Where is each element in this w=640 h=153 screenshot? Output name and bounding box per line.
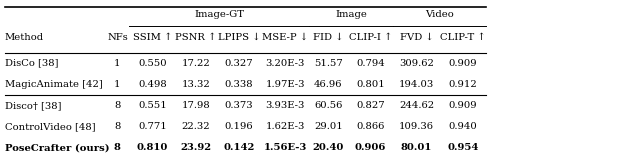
Text: 60.56: 60.56 (314, 101, 342, 110)
Text: SSIM ↑: SSIM ↑ (132, 33, 172, 42)
Text: 194.03: 194.03 (399, 80, 434, 89)
Text: 13.32: 13.32 (182, 80, 211, 89)
Text: 3.93E-3: 3.93E-3 (266, 101, 305, 110)
Text: 29.01: 29.01 (314, 122, 342, 131)
Text: 1: 1 (114, 59, 120, 68)
Text: 1.62E-3: 1.62E-3 (266, 122, 305, 131)
Text: 0.909: 0.909 (449, 59, 477, 68)
Text: 0.550: 0.550 (138, 59, 167, 68)
Text: PoseCrafter (ours): PoseCrafter (ours) (4, 143, 109, 152)
Text: 46.96: 46.96 (314, 80, 342, 89)
Text: 0.909: 0.909 (449, 101, 477, 110)
Text: 0.338: 0.338 (225, 80, 253, 89)
Text: Disco† [38]: Disco† [38] (4, 101, 61, 110)
Text: 8: 8 (114, 101, 120, 110)
Text: 0.940: 0.940 (449, 122, 477, 131)
Text: LPIPS ↓: LPIPS ↓ (218, 33, 260, 42)
Text: 0.551: 0.551 (138, 101, 167, 110)
Text: 0.771: 0.771 (138, 122, 167, 131)
Text: MagicAnimate [42]: MagicAnimate [42] (4, 80, 102, 89)
Text: 8: 8 (114, 122, 120, 131)
Text: 0.794: 0.794 (356, 59, 385, 68)
Text: 244.62: 244.62 (399, 101, 434, 110)
Text: 0.327: 0.327 (225, 59, 253, 68)
Text: 0.196: 0.196 (225, 122, 253, 131)
Text: 1.97E-3: 1.97E-3 (266, 80, 305, 89)
Text: MSE-P ↓: MSE-P ↓ (262, 33, 308, 42)
Text: 0.954: 0.954 (447, 143, 479, 152)
Text: Method: Method (4, 33, 44, 42)
Text: 17.98: 17.98 (182, 101, 211, 110)
Text: 0.373: 0.373 (225, 101, 253, 110)
Text: 22.32: 22.32 (182, 122, 211, 131)
Text: 8: 8 (114, 143, 121, 152)
Text: 17.22: 17.22 (182, 59, 211, 68)
Text: 0.827: 0.827 (356, 101, 385, 110)
Text: FID ↓: FID ↓ (313, 33, 344, 42)
Text: Image: Image (335, 10, 367, 19)
Text: CLIP-T ↑: CLIP-T ↑ (440, 33, 486, 42)
Text: Video: Video (426, 10, 454, 19)
Text: 23.92: 23.92 (180, 143, 212, 152)
Text: Image-GT: Image-GT (195, 10, 244, 19)
Text: CLIP-I ↑: CLIP-I ↑ (349, 33, 392, 42)
Text: 109.36: 109.36 (399, 122, 434, 131)
Text: DisCo [38]: DisCo [38] (4, 59, 58, 68)
Text: 309.62: 309.62 (399, 59, 434, 68)
Text: NFs: NFs (107, 33, 128, 42)
Text: 0.810: 0.810 (137, 143, 168, 152)
Text: 0.142: 0.142 (223, 143, 255, 152)
Text: 0.906: 0.906 (355, 143, 386, 152)
Text: 0.498: 0.498 (138, 80, 167, 89)
Text: 20.40: 20.40 (312, 143, 344, 152)
Text: 80.01: 80.01 (401, 143, 432, 152)
Text: 0.912: 0.912 (449, 80, 477, 89)
Text: 1.56E-3: 1.56E-3 (264, 143, 307, 152)
Text: 51.57: 51.57 (314, 59, 342, 68)
Text: ControlVideo [48]: ControlVideo [48] (4, 122, 95, 131)
Text: PSNR ↑: PSNR ↑ (175, 33, 217, 42)
Text: 3.20E-3: 3.20E-3 (266, 59, 305, 68)
Text: FVD ↓: FVD ↓ (399, 33, 433, 42)
Text: 1: 1 (114, 80, 120, 89)
Text: 0.801: 0.801 (356, 80, 385, 89)
Text: 0.866: 0.866 (356, 122, 385, 131)
